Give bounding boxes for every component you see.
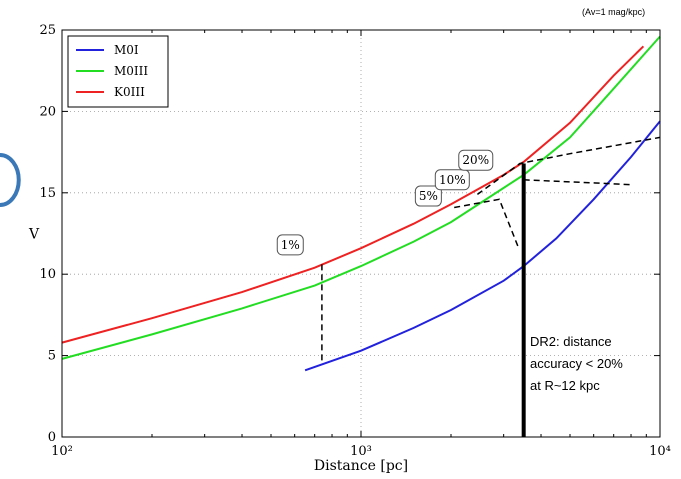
dashed-guide-line <box>454 198 519 247</box>
corner-note: (Av=1 mag/kpc) <box>582 7 645 17</box>
series-lines <box>61 35 661 372</box>
accuracy-box <box>458 149 494 171</box>
legend-label-m0i: M0I <box>114 43 139 57</box>
accuracy-label: 5% <box>419 189 438 203</box>
y-tick-label: 25 <box>39 23 56 38</box>
y-tick-label: 15 <box>39 186 56 201</box>
note-line: at R~12 kpc <box>530 378 600 393</box>
y-axis-label: V <box>28 227 40 243</box>
annotations: 1% 5%10% 20% <box>276 136 661 437</box>
accuracy-box <box>414 185 442 207</box>
y-tick-label: 10 <box>39 267 56 282</box>
accuracy-label: 20% <box>462 153 489 167</box>
dashed-guide-line <box>523 179 632 186</box>
y-tick-label: 0 <box>48 430 56 445</box>
note-line: accuracy < 20% <box>530 356 623 371</box>
accuracy-box <box>434 169 470 191</box>
x-axis-label: Distance [pc] <box>314 458 408 474</box>
decorative-arc-icon <box>0 153 21 207</box>
dashed-guide-line <box>476 136 661 196</box>
accuracy-label: 10% <box>439 173 466 187</box>
note-line: DR2: distance <box>530 334 612 349</box>
dr2-note: DR2: distance accuracy < 20% at R~12 kpc <box>530 334 623 393</box>
y-tick-label: 5 <box>48 349 56 364</box>
accuracy-label: 1% <box>281 238 300 252</box>
x-tick-label: 10² <box>51 444 73 459</box>
accuracy-box <box>276 234 304 256</box>
x-tick-label: 10³ <box>350 444 372 459</box>
series-line-m0i <box>304 120 661 372</box>
series-line-m0iii <box>61 35 661 360</box>
axis-ticks: 0 5 10 15 20 25 10² 10³ 10⁴ <box>39 23 670 459</box>
series-line-k0iii <box>61 45 645 344</box>
legend: M0I M0III K0III <box>67 35 169 108</box>
x-tick-label: 10⁴ <box>649 444 671 459</box>
y-tick-label: 20 <box>39 104 56 119</box>
legend-label-m0iii: M0III <box>114 64 148 78</box>
legend-label-k0iii: K0III <box>114 85 145 99</box>
